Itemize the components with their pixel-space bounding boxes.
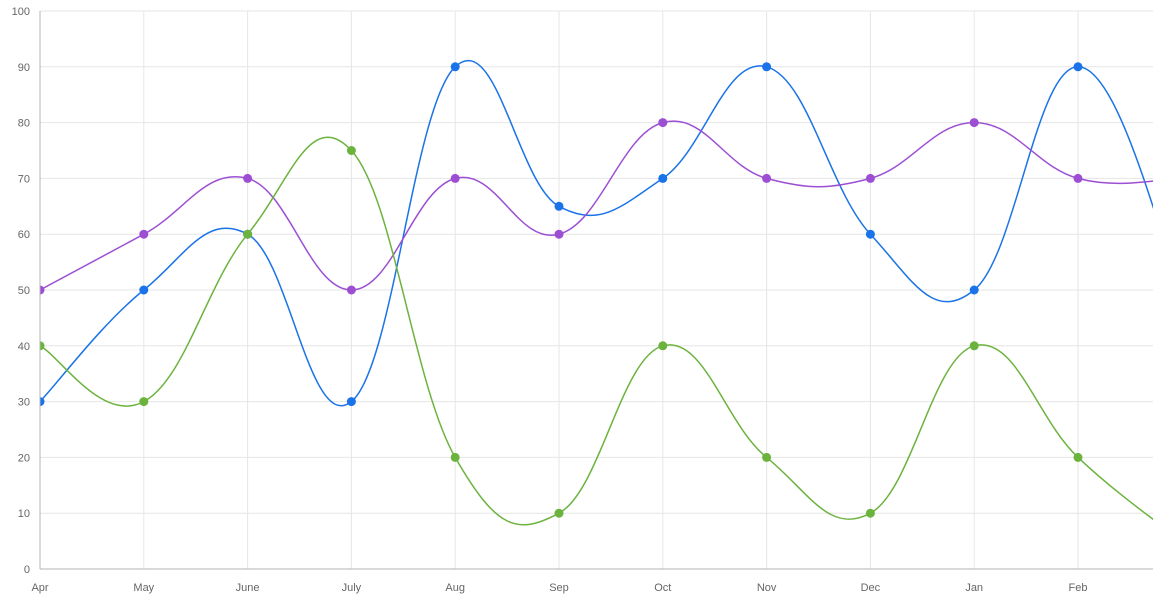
data-point[interactable]	[1073, 173, 1083, 183]
data-point[interactable]	[865, 229, 875, 239]
plot-area	[36, 59, 1153, 526]
grid	[40, 10, 1153, 570]
x-tick-label: Dec	[861, 582, 881, 594]
x-tick-label: Feb	[1069, 582, 1088, 594]
x-tick-label: Aug	[445, 582, 465, 594]
data-point[interactable]	[243, 229, 253, 239]
series-layer	[36, 59, 1153, 526]
x-tick-label: May	[133, 582, 154, 594]
data-point[interactable]	[139, 285, 149, 295]
data-point[interactable]	[1073, 62, 1083, 72]
x-tick-label: Sep	[549, 582, 569, 594]
series-line	[40, 136, 1153, 526]
data-point[interactable]	[36, 397, 45, 407]
data-point[interactable]	[139, 229, 149, 239]
data-point[interactable]	[762, 62, 772, 72]
data-point[interactable]	[658, 341, 668, 351]
data-point[interactable]	[450, 62, 460, 72]
data-point[interactable]	[554, 201, 564, 211]
y-tick-label: 30	[18, 397, 30, 409]
data-point[interactable]	[658, 173, 668, 183]
data-point[interactable]	[762, 173, 772, 183]
data-point[interactable]	[554, 508, 564, 518]
axes: 0 10 20 30 40 50 60 70 80 90 100 Apr May June July Aug S…	[12, 6, 1153, 594]
data-point[interactable]	[762, 452, 772, 462]
data-point[interactable]	[243, 173, 253, 183]
x-tick-label: Apr	[31, 582, 48, 594]
y-tick-label: 70	[18, 173, 30, 185]
data-point[interactable]	[969, 341, 979, 351]
x-tick-label: July	[342, 582, 362, 594]
data-point[interactable]	[1073, 452, 1083, 462]
x-tick-label: Jan	[965, 582, 983, 594]
y-tick-label: 50	[18, 285, 30, 297]
series-1	[36, 59, 1153, 407]
y-tick-label: 90	[18, 62, 30, 74]
data-point[interactable]	[36, 341, 45, 351]
series-2	[36, 118, 1153, 295]
y-tick-label: 60	[18, 229, 30, 241]
y-tick-label: 20	[18, 452, 30, 464]
data-point[interactable]	[865, 173, 875, 183]
data-point[interactable]	[658, 118, 668, 128]
data-point[interactable]	[346, 146, 356, 155]
data-point[interactable]	[969, 285, 979, 295]
data-point[interactable]	[346, 285, 356, 295]
y-tick-label: 0	[24, 564, 30, 576]
data-point[interactable]	[139, 397, 149, 407]
data-point[interactable]	[554, 229, 564, 239]
data-point[interactable]	[450, 452, 460, 462]
data-point[interactable]	[36, 285, 45, 295]
y-tick-label: 100	[12, 6, 30, 18]
data-point[interactable]	[865, 508, 875, 518]
data-point[interactable]	[450, 173, 460, 183]
y-tick-label: 80	[18, 118, 30, 130]
data-point[interactable]	[346, 397, 356, 407]
y-tick-label: 10	[18, 508, 30, 520]
y-tick-label: 40	[18, 341, 30, 353]
x-tick-label: Nov	[757, 582, 777, 594]
x-tick-label: Oct	[654, 582, 671, 594]
x-tick-label: June	[236, 582, 260, 594]
data-point[interactable]	[969, 118, 979, 128]
series-3	[36, 136, 1153, 526]
series-line	[40, 59, 1153, 407]
